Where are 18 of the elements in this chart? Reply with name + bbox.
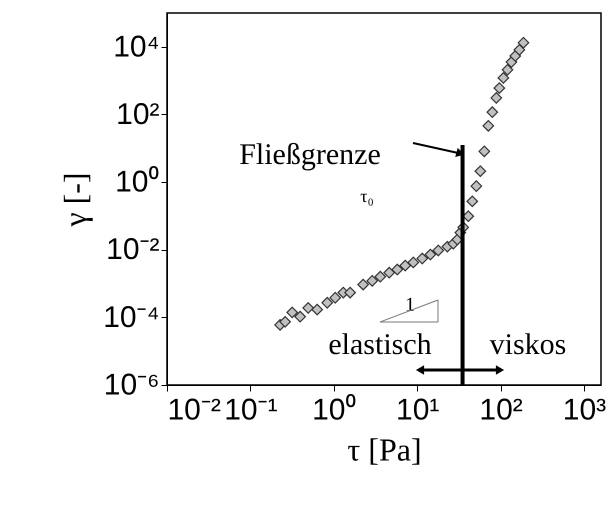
y-tick-label: 10⁻⁴ [103, 300, 160, 334]
x-tick-label: 10² [479, 394, 523, 426]
x-tick-label: 10⁻² [168, 394, 221, 426]
annotation: τ₀ [360, 186, 374, 206]
y-axis-title: γ [-] [57, 172, 94, 228]
y-tick-label: 10⁰ [115, 166, 160, 199]
x-tick-label: 10³ [562, 394, 606, 426]
y-tick-label: 10⁻² [106, 233, 160, 266]
annotation: elastisch [328, 328, 432, 361]
annotation: viskos [490, 328, 566, 361]
x-axis-title: τ [Pa] [347, 432, 422, 468]
x-tick-label: 10¹ [396, 394, 440, 426]
annotation: Fließgrenze [239, 138, 381, 171]
y-tick-label: 10² [116, 98, 160, 131]
y-tick-label: 10⁴ [113, 30, 160, 64]
y-tick-label: 10⁻⁶ [104, 368, 160, 402]
x-tick-label: 10⁰ [312, 394, 356, 426]
x-tick-label: 10⁻¹ [224, 394, 278, 426]
